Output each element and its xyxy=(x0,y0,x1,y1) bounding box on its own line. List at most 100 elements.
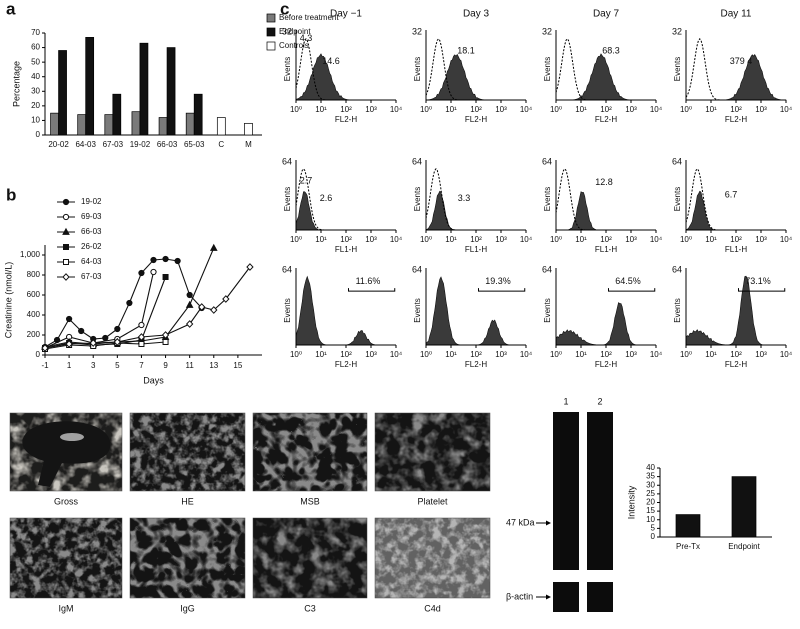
x-tick-label: -1 xyxy=(41,361,49,370)
histogram-control xyxy=(685,168,761,231)
kidney-gross xyxy=(22,421,111,487)
point xyxy=(138,269,145,277)
x-tick-label: C xyxy=(218,140,224,149)
histogram-annotation: 73.1% xyxy=(745,276,771,286)
x-tick-label: 10¹ xyxy=(315,235,327,244)
y-axis-label: Events xyxy=(543,187,552,211)
x-axis-label: FL2-H xyxy=(465,360,487,369)
y-max-label: 32 xyxy=(672,26,682,36)
x-tick-label: 10¹ xyxy=(705,350,717,359)
y-axis-label: Events xyxy=(413,298,422,322)
histogram-annotation: 2.6 xyxy=(320,193,333,203)
micrograph-label: HE xyxy=(181,496,194,506)
x-tick-label: 10¹ xyxy=(705,105,717,114)
micrograph-frame xyxy=(9,517,123,599)
x-tick-label: 10³ xyxy=(625,350,637,359)
micrograph-texture xyxy=(253,413,367,491)
x-tick-label: 10³ xyxy=(755,105,767,114)
x-axis-label: FL2-H xyxy=(595,360,617,369)
x-axis-label: FL1-H xyxy=(465,245,487,254)
micrograph-texture xyxy=(10,518,122,598)
legend-label: 64-03 xyxy=(81,257,102,266)
y-tick-label: 40 xyxy=(646,463,655,472)
x-tick-label: 10⁰ xyxy=(550,105,562,114)
x-tick-label: 13 xyxy=(209,361,218,370)
point xyxy=(210,306,218,314)
x-tick-label: 10² xyxy=(470,105,482,114)
y-tick-label: 600 xyxy=(27,290,41,299)
y-tick-label: 0 xyxy=(651,532,656,541)
x-tick-label: 1 xyxy=(67,361,72,370)
micrograph-frame xyxy=(252,517,368,599)
x-tick-label: 10⁴ xyxy=(650,235,663,244)
y-max-label: 64 xyxy=(672,156,682,166)
x-tick-label: 10³ xyxy=(625,105,637,114)
y-tick-label: 70 xyxy=(31,28,40,37)
y-max-label: 32 xyxy=(542,26,552,36)
x-tick-label: 10² xyxy=(470,235,482,244)
micrograph-frame xyxy=(129,517,246,599)
bar xyxy=(85,37,95,136)
bar xyxy=(131,111,141,136)
y-tick-label: 30 xyxy=(31,86,40,95)
y-axis-label: Events xyxy=(283,57,292,81)
y-axis-label: Events xyxy=(283,298,292,322)
micrograph-label: IgM xyxy=(58,603,73,613)
y-max-label: 64 xyxy=(412,156,422,166)
histogram-annotation: 2.7 xyxy=(300,175,313,185)
day-header: Day 11 xyxy=(721,9,752,20)
point xyxy=(65,340,73,348)
x-tick-label: 10¹ xyxy=(445,350,457,359)
x-tick-label: M xyxy=(245,140,252,149)
gate-bracket xyxy=(478,288,526,292)
legend-marker xyxy=(63,259,69,265)
micrograph-frame xyxy=(252,412,368,492)
histogram-filled xyxy=(425,276,526,346)
micrograph-texture xyxy=(375,518,490,598)
histogram-annotation: 6.7 xyxy=(725,189,738,199)
x-tick-label: 10¹ xyxy=(575,235,587,244)
x-tick-label: 10¹ xyxy=(315,105,327,114)
marker-arrowhead xyxy=(546,594,551,600)
histogram-annotation: 4.3 xyxy=(300,33,313,43)
point xyxy=(246,263,254,271)
x-tick-label: 65-03 xyxy=(184,140,205,149)
lane-label: 2 xyxy=(597,396,602,406)
histogram-annotation: 379 4 xyxy=(730,56,753,66)
y-tick-label: 20 xyxy=(646,498,655,507)
y-tick-label: 40 xyxy=(31,72,40,81)
x-tick-label: 10⁰ xyxy=(290,350,302,359)
legend-marker xyxy=(62,198,70,206)
x-tick-label: 10⁴ xyxy=(390,105,403,114)
y-max-label: 64 xyxy=(282,264,292,274)
x-axis-label: FL2-H xyxy=(465,115,487,124)
x-tick-label: 10² xyxy=(340,105,352,114)
point xyxy=(150,268,157,276)
histogram-filled xyxy=(295,191,396,231)
y-tick-label: 30 xyxy=(646,480,655,489)
legend-label: Endpoint xyxy=(279,27,311,36)
point xyxy=(78,327,85,335)
x-tick-label: 10⁰ xyxy=(680,350,692,359)
y-tick-label: 15 xyxy=(646,506,655,515)
bar xyxy=(185,112,195,136)
day-header: Day 3 xyxy=(463,9,490,20)
x-tick-label: 15 xyxy=(233,361,242,370)
x-tick-label: 10³ xyxy=(755,235,767,244)
y-max-label: 64 xyxy=(542,264,552,274)
x-axis-label: FL2-H xyxy=(335,115,357,124)
x-tick-label: 10⁴ xyxy=(650,350,663,359)
y-axis-label: Events xyxy=(673,57,682,81)
y-axis-label: Events xyxy=(413,187,422,211)
x-tick-label: 10² xyxy=(730,235,742,244)
x-tick-label: 10² xyxy=(340,350,352,359)
bar xyxy=(77,114,87,136)
x-tick-label: 10³ xyxy=(495,350,507,359)
bar xyxy=(50,112,59,136)
y-max-label: 32 xyxy=(282,26,292,36)
point xyxy=(138,321,145,329)
point xyxy=(209,243,218,251)
histogram-filled xyxy=(295,275,396,346)
x-axis-label: FL2-H xyxy=(725,115,747,124)
legend-swatch xyxy=(266,41,276,51)
